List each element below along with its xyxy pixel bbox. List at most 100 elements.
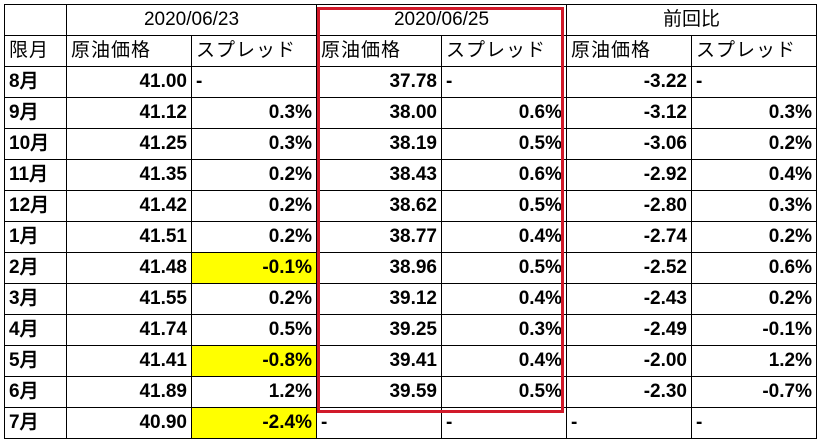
- spread-cell-3: -0.7%: [691, 376, 817, 408]
- spread-header-3: スプレッド: [691, 35, 817, 67]
- spread-cell-2: 0.4%: [441, 283, 567, 315]
- price-cell-3: -: [566, 407, 692, 439]
- spread-cell-1: -2.4%: [191, 407, 317, 439]
- month-header: 限月: [4, 35, 67, 67]
- price-header-2: 原油価格: [316, 35, 442, 67]
- price-cell-1: 41.12: [66, 97, 192, 129]
- price-cell-1: 41.25: [66, 128, 192, 160]
- spread-cell-3: 1.2%: [691, 345, 817, 377]
- spread-cell-3: -0.1%: [691, 314, 817, 346]
- table-row: 3月 41.55 0.2% 39.12 0.4% -2.43 0.2%: [4, 283, 817, 315]
- price-cell-2: 37.78: [316, 66, 442, 98]
- spread-cell-3: 0.4%: [691, 159, 817, 191]
- price-cell-2: 38.00: [316, 97, 442, 129]
- month-cell: 7月: [4, 407, 67, 439]
- price-cell-1: 41.41: [66, 345, 192, 377]
- spread-cell-1: 0.2%: [191, 221, 317, 253]
- month-cell: 5月: [4, 345, 67, 377]
- diff-header: 前回比: [566, 4, 817, 36]
- price-header-3: 原油価格: [566, 35, 692, 67]
- price-header-1: 原油価格: [66, 35, 192, 67]
- spread-cell-2: -: [441, 407, 567, 439]
- spread-header-1: スプレッド: [191, 35, 317, 67]
- table-row: 8月 41.00-37.78- -3.22-: [4, 66, 817, 98]
- spread-cell-2: 0.5%: [441, 252, 567, 284]
- spread-cell-1: 0.2%: [191, 283, 317, 315]
- price-cell-3: -2.92: [566, 159, 692, 191]
- price-cell-2: 39.41: [316, 345, 442, 377]
- spread-cell-2: 0.6%: [441, 97, 567, 129]
- spread-cell-1: 0.3%: [191, 97, 317, 129]
- month-cell: 8月: [4, 66, 67, 98]
- price-cell-3: -2.49: [566, 314, 692, 346]
- spread-cell-3: -: [691, 407, 817, 439]
- spread-cell-3: 0.6%: [691, 252, 817, 284]
- price-cell-2: 38.77: [316, 221, 442, 253]
- spread-cell-2: 0.4%: [441, 221, 567, 253]
- month-cell: 4月: [4, 314, 67, 346]
- table-row: 10月 41.25 0.3% 38.19 0.5% -3.06 0.2%: [4, 128, 817, 160]
- table-row: 9月 41.12 0.3% 38.00 0.6% -3.12 0.3%: [4, 97, 817, 129]
- month-cell: 10月: [4, 128, 67, 160]
- spread-cell-1: 0.2%: [191, 159, 317, 191]
- date-header-1: 2020/06/23: [66, 4, 317, 36]
- table-row: 1月 41.51 0.2% 38.77 0.4% -2.74 0.2%: [4, 221, 817, 253]
- spread-cell-1: -: [191, 66, 317, 98]
- month-cell: 3月: [4, 283, 67, 315]
- price-cell-1: 41.55: [66, 283, 192, 315]
- price-cell-3: -3.06: [566, 128, 692, 160]
- price-cell-1: 41.00: [66, 66, 192, 98]
- spread-cell-1: 0.2%: [191, 190, 317, 222]
- price-cell-1: 41.42: [66, 190, 192, 222]
- price-cell-1: 41.89: [66, 376, 192, 408]
- spread-cell-3: 0.2%: [691, 221, 817, 253]
- table-row: 12月 41.42 0.2% 38.62 0.5% -2.80 0.3%: [4, 190, 817, 222]
- price-cell-3: -2.74: [566, 221, 692, 253]
- price-cell-3: -2.80: [566, 190, 692, 222]
- price-cell-3: -3.22: [566, 66, 692, 98]
- price-cell-2: 39.59: [316, 376, 442, 408]
- price-cell-1: 41.74: [66, 314, 192, 346]
- date-header-row: 2020/06/23 2020/06/25 前回比: [4, 4, 817, 36]
- table-row: 7月 40.90 -2.4% - - - -: [4, 407, 817, 439]
- spread-header-2: スプレッド: [441, 35, 567, 67]
- spread-cell-2: -: [441, 66, 567, 98]
- spread-cell-1: 1.2%: [191, 376, 317, 408]
- spread-cell-1: 0.3%: [191, 128, 317, 160]
- spread-cell-1: -0.8%: [191, 345, 317, 377]
- spread-cell-3: -: [691, 66, 817, 98]
- price-cell-3: -2.43: [566, 283, 692, 315]
- table-row: 6月 41.89 1.2% 39.59 0.5% -2.30 -0.7%: [4, 376, 817, 408]
- month-cell: 9月: [4, 97, 67, 129]
- spread-cell-1: -0.1%: [191, 252, 317, 284]
- spread-cell-2: 0.3%: [441, 314, 567, 346]
- table-row: 4月 41.74 0.5% 39.25 0.3% -2.49 -0.1%: [4, 314, 817, 346]
- price-cell-2: 38.96: [316, 252, 442, 284]
- price-cell-1: 41.51: [66, 221, 192, 253]
- column-header-row: 限月 原油価格 スプレッド 原油価格 スプレッド 原油価格 スプレッド: [4, 35, 817, 67]
- month-cell: 12月: [4, 190, 67, 222]
- month-cell: 6月: [4, 376, 67, 408]
- spread-cell-1: 0.5%: [191, 314, 317, 346]
- table-row: 11月 41.35 0.2% 38.43 0.6% -2.92 0.4%: [4, 159, 817, 191]
- price-cell-2: -: [316, 407, 442, 439]
- month-cell: 1月: [4, 221, 67, 253]
- spread-cell-2: 0.5%: [441, 376, 567, 408]
- spread-cell-2: 0.5%: [441, 190, 567, 222]
- spread-cell-2: 0.4%: [441, 345, 567, 377]
- price-cell-1: 40.90: [66, 407, 192, 439]
- blank-corner-cell: [4, 4, 67, 36]
- price-cell-3: -2.52: [566, 252, 692, 284]
- spread-cell-2: 0.5%: [441, 128, 567, 160]
- date-header-2: 2020/06/25: [316, 4, 567, 36]
- table-row: 5月 41.41 -0.8% 39.41 0.4% -2.00 1.2%: [4, 345, 817, 377]
- price-cell-2: 39.25: [316, 314, 442, 346]
- price-cell-3: -3.12: [566, 97, 692, 129]
- price-cell-1: 41.48: [66, 252, 192, 284]
- price-cell-2: 38.43: [316, 159, 442, 191]
- price-cell-2: 38.19: [316, 128, 442, 160]
- price-cell-1: 41.35: [66, 159, 192, 191]
- table-row: 2月 41.48 -0.1% 38.96 0.5% -2.52 0.6%: [4, 252, 817, 284]
- month-cell: 11月: [4, 159, 67, 191]
- table-body: 2020/06/23 2020/06/25 前回比 限月 原油価格 スプレッド …: [4, 4, 817, 439]
